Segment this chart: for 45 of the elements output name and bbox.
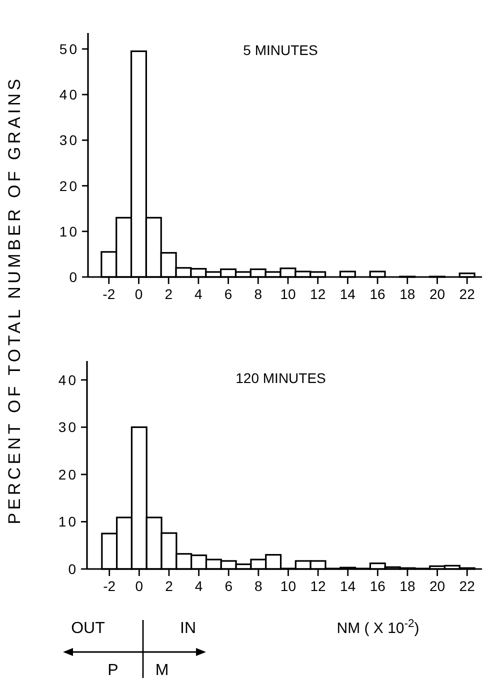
x-tick-label: 12 bbox=[310, 286, 326, 302]
y-tick-label: 30 bbox=[59, 132, 79, 148]
text: P bbox=[108, 662, 118, 679]
y-tick-label: 0 bbox=[68, 561, 78, 577]
x-tick-label: 6 bbox=[224, 578, 233, 594]
x-tick-label: -2 bbox=[102, 286, 116, 302]
x-tick-label: 16 bbox=[370, 286, 386, 302]
x-tick-label: 4 bbox=[194, 578, 203, 594]
y-axis-title: PERCENT OF TOTAL NUMBER OF GRAINS bbox=[5, 76, 24, 524]
x-tick-label: 4 bbox=[194, 286, 203, 302]
x-tick-label: 2 bbox=[164, 286, 173, 302]
y-tick-label: 40 bbox=[58, 372, 78, 388]
x-tick-label: 16 bbox=[370, 578, 386, 594]
text: OUT bbox=[71, 620, 106, 637]
y-tick-label: 10 bbox=[59, 223, 79, 240]
x-tick-label: 10 bbox=[280, 578, 296, 594]
x-tick-label: 14 bbox=[340, 578, 356, 594]
x-tick-label: 0 bbox=[134, 286, 143, 302]
x-tick-label: 18 bbox=[400, 286, 416, 302]
x-tick-label: 10 bbox=[280, 286, 296, 302]
x-tick-label: 18 bbox=[400, 578, 416, 594]
x-tick-label: 8 bbox=[254, 578, 263, 594]
text: IN bbox=[180, 620, 196, 637]
x-axis-title: NM ( X 10$^{-2}$) bbox=[336, 618, 420, 637]
text: 5 MINUTES bbox=[243, 42, 318, 58]
y-tick-label: 10 bbox=[58, 514, 78, 530]
x-tick-label: 20 bbox=[429, 578, 446, 594]
x-tick-label: 22 bbox=[459, 286, 476, 302]
y-tick-label: 40 bbox=[59, 86, 79, 103]
x-tick-label: 2 bbox=[165, 578, 174, 594]
y-tick-label: 20 bbox=[59, 178, 79, 194]
y-tick-label: 20 bbox=[58, 466, 78, 482]
x-tick-label: -2 bbox=[103, 578, 116, 594]
x-tick-label: 22 bbox=[459, 578, 476, 594]
text: 120 MINUTES bbox=[236, 370, 326, 386]
x-tick-label: 6 bbox=[224, 286, 232, 302]
x-tick-label: 8 bbox=[254, 286, 262, 302]
text: M bbox=[155, 662, 169, 679]
x-tick-label: 12 bbox=[310, 578, 326, 594]
y-tick-label: 30 bbox=[58, 419, 78, 436]
y-tick-label: 0 bbox=[69, 269, 79, 285]
x-tick-label: 14 bbox=[340, 286, 356, 302]
x-tick-label: 0 bbox=[135, 578, 144, 594]
y-tick-label: 50 bbox=[59, 40, 79, 57]
x-tick-label: 20 bbox=[429, 286, 446, 302]
